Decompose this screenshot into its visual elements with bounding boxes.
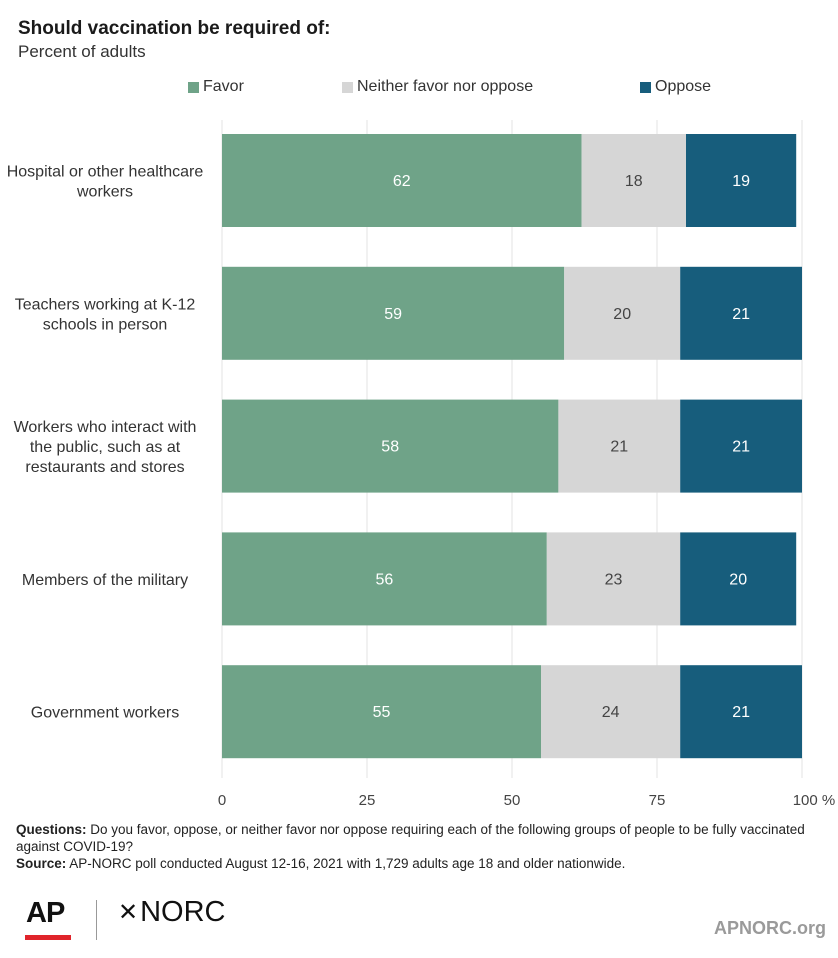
category-label: the public, such as at bbox=[30, 439, 181, 456]
x-tick-label: 25 bbox=[359, 792, 376, 809]
data-label: 21 bbox=[732, 704, 750, 721]
bar-segment bbox=[546, 532, 681, 626]
data-label: 18 bbox=[625, 173, 643, 190]
legend-label-neither: Neither favor nor oppose bbox=[357, 78, 534, 95]
data-label: 19 bbox=[732, 173, 750, 190]
bar-segment bbox=[686, 134, 797, 227]
norc-logo: ✕ NORC bbox=[118, 896, 226, 929]
data-label: 55 bbox=[373, 704, 391, 721]
bar-segment bbox=[222, 399, 559, 493]
norc-logo-text: NORC bbox=[140, 896, 226, 928]
data-label: 58 bbox=[381, 439, 399, 456]
category-label: Government workers bbox=[31, 705, 180, 722]
category-label: Workers who interact with bbox=[14, 419, 197, 436]
ap-logo-bar bbox=[25, 935, 71, 940]
bar-segment bbox=[581, 134, 686, 227]
data-label: 20 bbox=[613, 306, 631, 323]
chart-notes: Questions: Do you favor, oppose, or neit… bbox=[16, 821, 826, 872]
data-label: 21 bbox=[732, 439, 750, 456]
data-label: 20 bbox=[729, 571, 747, 588]
data-label: 21 bbox=[610, 439, 628, 456]
chart-title: Should vaccination be required of: bbox=[18, 18, 331, 39]
source-text: AP-NORC poll conducted August 12-16, 202… bbox=[69, 856, 626, 871]
norc-mark-icon: ✕ bbox=[118, 899, 139, 926]
data-label: 21 bbox=[732, 306, 750, 323]
bar-segment bbox=[222, 665, 541, 759]
category-label: Teachers working at K-12 bbox=[15, 296, 196, 313]
bar-segment bbox=[680, 532, 797, 626]
data-label: 24 bbox=[602, 704, 620, 721]
bar-segment bbox=[564, 266, 681, 360]
chart-subtitle: Percent of adults bbox=[18, 42, 146, 61]
legend-item-favor: Favor bbox=[188, 78, 244, 96]
category-label: Members of the military bbox=[22, 572, 188, 589]
category-label: Hospital or other healthcare bbox=[7, 164, 204, 181]
legend-item-oppose: Oppose bbox=[640, 78, 711, 96]
questions-label: Questions: bbox=[16, 822, 87, 837]
bar-segment bbox=[680, 665, 802, 759]
data-label: 59 bbox=[384, 306, 402, 323]
bar-segment bbox=[541, 665, 681, 759]
logo-divider bbox=[96, 900, 97, 940]
data-label: 62 bbox=[393, 173, 411, 190]
x-tick-label: 0 bbox=[218, 792, 226, 809]
ap-logo: AP bbox=[26, 897, 65, 929]
bar-segment bbox=[222, 532, 547, 626]
legend: Favor Neither favor nor oppose Oppose bbox=[0, 78, 838, 98]
x-tick-label: 100 % bbox=[793, 792, 836, 809]
legend-swatch-favor bbox=[188, 81, 199, 93]
category-label: schools in person bbox=[43, 316, 168, 333]
bar-segment bbox=[680, 266, 802, 360]
legend-item-neither: Neither favor nor oppose bbox=[342, 78, 533, 96]
x-tick-label: 75 bbox=[649, 792, 666, 809]
bar-segment bbox=[222, 134, 582, 227]
legend-swatch-neither bbox=[342, 81, 353, 93]
source-note: Source: AP-NORC poll conducted August 12… bbox=[16, 855, 826, 872]
questions-note: Questions: Do you favor, oppose, or neit… bbox=[16, 821, 826, 855]
bar-segment bbox=[558, 399, 681, 493]
source-label: Source: bbox=[16, 856, 67, 871]
stacked-bar-chart: 0 25 50 75 100 % 62 18 19 Hospital or other heal… bbox=[7, 120, 836, 809]
bar-segment bbox=[222, 266, 565, 360]
category-label: restaurants and stores bbox=[25, 459, 184, 476]
legend-swatch-oppose bbox=[640, 81, 651, 93]
legend-label-favor: Favor bbox=[203, 78, 244, 95]
x-tick-label: 50 bbox=[504, 792, 521, 809]
questions-text: Do you favor, oppose, or neither favor n… bbox=[16, 822, 805, 854]
site-url: APNORC.org bbox=[714, 918, 826, 938]
category-label: workers bbox=[76, 184, 133, 201]
legend-label-oppose: Oppose bbox=[655, 78, 712, 95]
data-label: 56 bbox=[376, 571, 394, 588]
data-label: 23 bbox=[605, 571, 623, 588]
bar-segment bbox=[680, 399, 802, 493]
